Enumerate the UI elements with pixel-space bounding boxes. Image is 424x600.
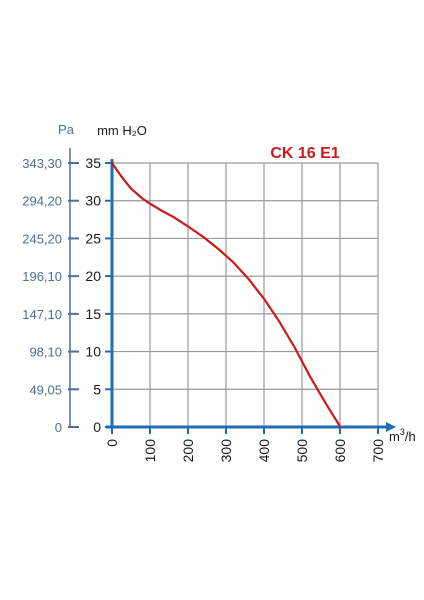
y-tick-label: 30 (85, 193, 101, 209)
x-tick-label: 600 (332, 439, 348, 463)
x-tick-label: 700 (370, 439, 386, 463)
x-tick-label: 0 (104, 439, 120, 447)
grid (112, 162, 379, 427)
y-tick-label: 35 (85, 155, 101, 171)
x-axis-label-base: m (389, 429, 400, 444)
y-tick-label: 25 (85, 230, 101, 246)
secondary-y-tick-label: 294,20 (22, 194, 62, 209)
secondary-y-tick-label: 49,05 (29, 382, 62, 397)
y-tick-label: 15 (85, 306, 101, 322)
y-axis-label: mm H₂O (97, 123, 147, 138)
tick-labels: 0 5 10 15 20 25 30 35 0 49,05 98,10 147,10 196,10 245… (22, 155, 386, 462)
x-tick-label: 200 (180, 439, 196, 463)
series (110, 161, 342, 429)
chart-title: CK 16 E1 (270, 145, 339, 162)
x-axis-label-suffix: /h (405, 429, 416, 444)
x-axis-arrow (386, 422, 396, 432)
y-tick-label: 20 (85, 268, 101, 284)
secondary-y-tick-label: 98,10 (29, 345, 62, 360)
y-tick-label: 5 (93, 381, 101, 397)
secondary-y-tick-label: 0 (55, 420, 62, 435)
y-tick-label: 10 (85, 344, 101, 360)
x-axis-label-superscript: 3 (400, 427, 405, 437)
x-axis-label: m3/h (389, 427, 416, 444)
secondary-y-axis-label: Pa (58, 122, 75, 137)
secondary-y-tick-label: 147,10 (22, 307, 62, 322)
secondary-y-tick-label: 245,20 (22, 231, 62, 246)
secondary-y-tick-label: 343,30 (22, 156, 62, 171)
secondary-y-tick-label: 196,10 (22, 269, 62, 284)
x-tick-label: 100 (142, 439, 158, 463)
x-tick-label: 500 (294, 439, 310, 463)
x-tick-label: 300 (218, 439, 234, 463)
x-tick-label: 400 (256, 439, 272, 463)
y-tick-label: 0 (93, 419, 101, 435)
series-line (110, 161, 342, 429)
axes (68, 148, 396, 434)
